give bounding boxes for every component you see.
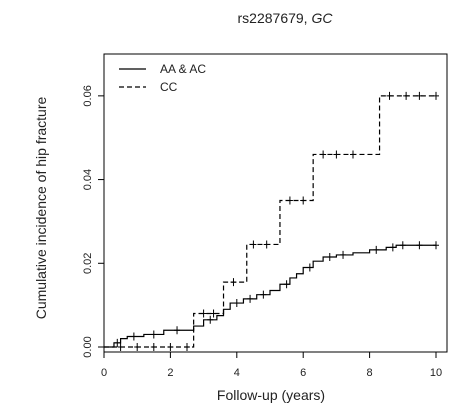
censor-mark-cc [210, 309, 217, 318]
censor-mark-aa-ac [260, 290, 267, 299]
censor-mark-cc [386, 91, 393, 100]
censor-mark-cc [416, 91, 423, 100]
y-tick-label: 0.06 [82, 85, 94, 106]
plot-frame [103, 53, 448, 353]
censor-mark-aa-ac [247, 294, 254, 303]
x-axis: 0 2 4 6 8 10 [101, 352, 442, 379]
censor-mark-aa-ac [130, 332, 137, 341]
censor-mark-aa-ac [416, 241, 423, 250]
x-axis-label: Follow-up (years) [217, 387, 325, 403]
legend-label-cc: CC [160, 80, 178, 94]
x-tick-label: 2 [167, 367, 173, 379]
censor-mark-aa-ac [340, 250, 347, 259]
y-tick-label: 0.00 [82, 336, 94, 357]
censor-mark-aa-ac [283, 280, 290, 289]
x-tick-label: 4 [234, 367, 240, 379]
censor-mark-cc [167, 343, 174, 351]
censor-mark-cc [300, 196, 307, 205]
censor-mark-aa-ac [233, 299, 240, 308]
censor-mark-cc [263, 240, 270, 249]
censor-mark-cc [433, 91, 439, 100]
censor-mark-aa-ac [373, 245, 380, 254]
series-line-cc [104, 95, 436, 348]
censor-mark-cc [200, 309, 207, 318]
y-tick-label: 0.04 [82, 169, 94, 190]
y-tick-label: 0.02 [82, 253, 94, 274]
x-tick-label: 0 [101, 367, 107, 379]
censor-mark-aa-ac [114, 338, 121, 347]
censor-mark-aa-ac [174, 326, 181, 335]
censor-mark-cc [184, 343, 190, 351]
censor-mark-cc [134, 343, 141, 351]
censor-mark-cc [350, 150, 356, 159]
censor-mark-cc [320, 150, 327, 159]
censor-mark-aa-ac [399, 241, 406, 250]
x-tick-label: 8 [367, 367, 373, 379]
y-axis-label: Cumulative incidence of hip fracture [33, 97, 49, 320]
chart-title-italic: GC [311, 10, 333, 26]
censor-mark-aa-ac [306, 263, 313, 272]
censor-mark-aa-ac [326, 253, 333, 262]
censor-mark-cc [230, 278, 237, 287]
censor-mark-cc [250, 240, 257, 249]
censor-mark-cc [150, 343, 157, 351]
legend: AA & AC CC [119, 62, 206, 94]
x-tick-label: 6 [300, 367, 306, 379]
y-axis: 0.00 0.02 0.04 0.06 [82, 85, 104, 358]
censor-mark-aa-ac [150, 330, 157, 339]
chart-title: rs2287679, GC [238, 10, 334, 26]
censor-mark-aa-ac [433, 241, 439, 250]
chart-title-main: rs2287679, [238, 10, 312, 26]
censor-mark-cc [117, 343, 124, 351]
censor-mark-cc [286, 196, 293, 205]
series-layer [104, 91, 439, 351]
legend-label-aa-ac: AA & AC [160, 62, 206, 76]
x-tick-label: 10 [430, 367, 442, 379]
censor-mark-cc [333, 150, 340, 159]
censor-mark-aa-ac [207, 315, 214, 324]
censor-mark-cc [403, 91, 410, 100]
censor-mark-aa-ac [389, 243, 396, 252]
